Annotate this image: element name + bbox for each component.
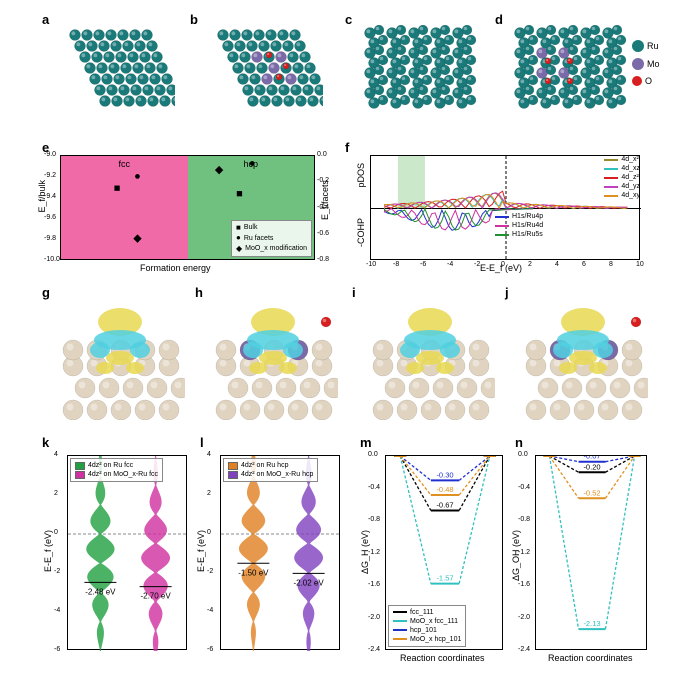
e-xlabel: Formation energy bbox=[140, 263, 211, 273]
svg-text:-0.52: -0.52 bbox=[583, 488, 600, 497]
panel-label-i: i bbox=[352, 285, 356, 300]
n-xlabel: Reaction coordinates bbox=[548, 653, 633, 663]
svg-text:●: ● bbox=[134, 171, 141, 183]
panel-label-n: n bbox=[515, 435, 523, 450]
svg-text:●: ● bbox=[249, 158, 256, 170]
panel-label-l: l bbox=[200, 435, 204, 450]
f-pdos-legend: 4d_x²4d_xz4d_z²4d_yz4d_xy bbox=[600, 153, 644, 202]
f-ylabel-bot: -COHP bbox=[356, 218, 366, 247]
atom-legend: Ru Mo O bbox=[632, 40, 660, 86]
panel-e-plot: fcc hcp ■■●●◆◆ ■Bulk ●Ru facets ◆MoO_x m… bbox=[60, 155, 315, 260]
panel-k-plot: -2.48 eV -2.70 eV 4dz² on Ru fcc 4dz² on … bbox=[67, 455, 187, 650]
svg-text:-0.07: -0.07 bbox=[583, 456, 600, 461]
legend-mo: Mo bbox=[647, 59, 660, 69]
panel-l-plot: -1.50 eV -2.02 eV 4dz² on Ru hcp 4dz² on … bbox=[220, 455, 340, 650]
panel-m-plot: -0.67-1.57-0.30-0.48H⁺ + e⁻1/2H₂ fcc_111… bbox=[385, 455, 503, 650]
legend-ru: Ru bbox=[647, 41, 659, 51]
l-legend: 4dz² on Ru hcp 4dz² on MoO_x-Ru hcp bbox=[223, 458, 318, 482]
svg-text:-1.50 eV: -1.50 eV bbox=[238, 568, 269, 577]
svg-text:◆: ◆ bbox=[133, 232, 142, 244]
svg-text:-2.70 eV: -2.70 eV bbox=[140, 592, 171, 601]
svg-text:-1.57: -1.57 bbox=[436, 574, 453, 583]
panel-label-c: c bbox=[345, 12, 352, 27]
k-legend: 4dz² on Ru fcc 4dz² on MoO_x-Ru fcc bbox=[70, 458, 163, 482]
structure-c bbox=[358, 25, 478, 115]
svg-text:■: ■ bbox=[236, 188, 243, 200]
svg-text:-0.67: -0.67 bbox=[436, 500, 453, 509]
panel-label-d: d bbox=[495, 12, 503, 27]
isosurface-h bbox=[208, 300, 338, 420]
panel-label-f: f bbox=[345, 140, 349, 155]
panel-label-j: j bbox=[505, 285, 509, 300]
svg-text:-2.13: -2.13 bbox=[583, 619, 600, 628]
svg-text:-2.02 eV: -2.02 eV bbox=[293, 578, 324, 587]
legend-o: O bbox=[645, 76, 652, 86]
svg-text:◆: ◆ bbox=[215, 164, 224, 176]
m-xlabel: Reaction coordinates bbox=[400, 653, 485, 663]
structure-a bbox=[55, 25, 175, 115]
svg-text:-2.48 eV: -2.48 eV bbox=[85, 587, 116, 596]
svg-text:-0.48: -0.48 bbox=[436, 485, 453, 494]
k-ylabel: E-E_f (eV) bbox=[43, 530, 53, 572]
panel-label-a: a bbox=[42, 12, 49, 27]
f-ylabel-top: pDOS bbox=[356, 163, 366, 188]
m-legend: fcc_111MoO_x fcc_111hcp_101MoO_x hcp_101 bbox=[388, 605, 466, 647]
panel-label-h: h bbox=[195, 285, 203, 300]
e-legend: ■Bulk ●Ru facets ◆MoO_x modification bbox=[231, 220, 312, 257]
panel-label-g: g bbox=[42, 285, 50, 300]
svg-text:■: ■ bbox=[114, 183, 121, 195]
panel-label-m: m bbox=[360, 435, 372, 450]
isosurface-j bbox=[518, 300, 648, 420]
panel-label-b: b bbox=[190, 12, 198, 27]
svg-text:-0.30: -0.30 bbox=[436, 470, 453, 479]
n-ylabel: ΔG_OH (eV) bbox=[511, 530, 521, 581]
structure-d bbox=[508, 25, 628, 115]
f-cohp-legend: H1s/Ru4pH1s/Ru4dH1s/Ru5s bbox=[491, 210, 547, 241]
l-ylabel: E-E_f (eV) bbox=[196, 530, 206, 572]
panel-label-k: k bbox=[42, 435, 49, 450]
isosurface-g bbox=[55, 300, 185, 420]
panel-f-plot: 4d_x²4d_xz4d_z²4d_yz4d_xy H1s/Ru4pH1s/Ru… bbox=[370, 155, 640, 260]
structure-b bbox=[203, 25, 323, 115]
e-ylabel-right: E_f/facets bbox=[320, 180, 330, 220]
isosurface-i bbox=[365, 300, 495, 420]
panel-n-plot: -0.20 -2.13 -0.07 -0.52 bbox=[535, 455, 647, 650]
svg-text:-0.20: -0.20 bbox=[583, 462, 600, 471]
